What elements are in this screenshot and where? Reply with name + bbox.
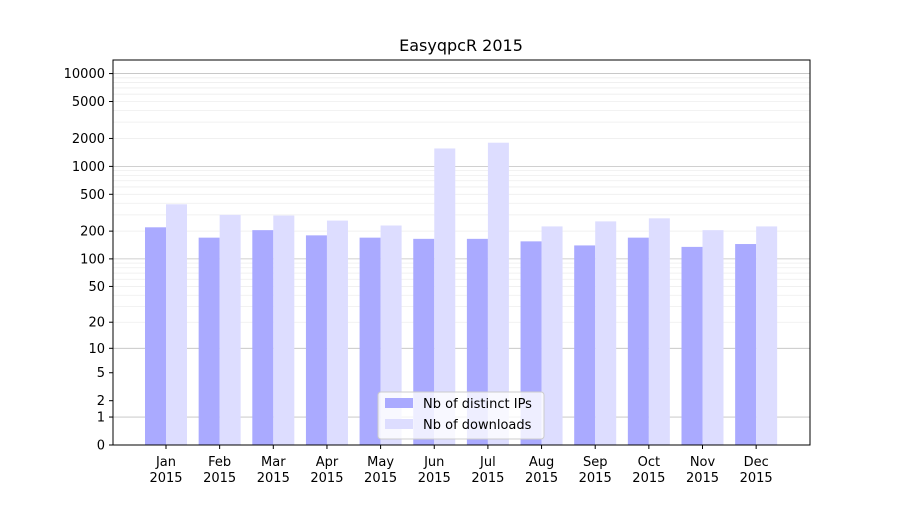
y-tick-label: 20 bbox=[88, 316, 105, 331]
bar-downloads bbox=[326, 220, 348, 445]
bar-distinct-ips bbox=[145, 227, 166, 445]
x-tick-label-month: Aug bbox=[529, 455, 554, 470]
bar-downloads bbox=[219, 214, 241, 445]
plot-frame bbox=[112, 59, 811, 446]
legend-label-downloads: Nb of downloads bbox=[423, 418, 532, 433]
x-tick-label-year: 2015 bbox=[686, 471, 719, 486]
x-tick-label-month: Jan bbox=[155, 455, 176, 470]
x-tick-label-year: 2015 bbox=[525, 471, 558, 486]
bar-downloads bbox=[273, 215, 295, 445]
x-tick-label-year: 2015 bbox=[310, 471, 343, 486]
bar-downloads bbox=[648, 218, 670, 445]
axis-layer: 012510205010020050010002000500010000Jan2… bbox=[64, 67, 773, 486]
x-tick-label-year: 2015 bbox=[149, 471, 182, 486]
legend-swatch-distinct-ips bbox=[385, 398, 413, 408]
legend: Nb of distinct IPs Nb of downloads bbox=[377, 391, 545, 440]
y-tick-label: 100 bbox=[80, 252, 105, 267]
x-tick-label-year: 2015 bbox=[418, 471, 451, 486]
x-tick-label-month: Nov bbox=[690, 455, 716, 470]
x-tick-label-year: 2015 bbox=[257, 471, 290, 486]
bar-downloads bbox=[166, 204, 187, 445]
y-tick-label: 2 bbox=[97, 394, 105, 409]
y-tick-label: 0 bbox=[97, 439, 105, 454]
y-tick-label: 2000 bbox=[72, 132, 105, 147]
legend-swatch-downloads bbox=[385, 419, 413, 429]
y-tick-label: 10000 bbox=[64, 67, 105, 82]
x-tick-label-month: Feb bbox=[208, 455, 231, 470]
y-tick-label: 5000 bbox=[72, 95, 105, 110]
x-tick-label-year: 2015 bbox=[632, 471, 665, 486]
x-tick-label-month: Dec bbox=[744, 455, 769, 470]
y-tick-label: 200 bbox=[80, 225, 105, 240]
x-tick-label-month: Jun bbox=[423, 455, 444, 470]
bar-downloads bbox=[702, 230, 724, 445]
x-tick-label-year: 2015 bbox=[579, 471, 612, 486]
x-tick-label-month: Sep bbox=[583, 455, 608, 470]
y-tick-label: 5 bbox=[97, 366, 105, 381]
x-tick-label-month: Oct bbox=[638, 455, 660, 470]
x-tick-label-year: 2015 bbox=[740, 471, 773, 486]
x-tick-label-month: Apr bbox=[316, 455, 339, 470]
bar-distinct-ips bbox=[198, 237, 220, 445]
bar-distinct-ips bbox=[574, 245, 596, 445]
bar-downloads bbox=[380, 225, 402, 445]
legend-frame bbox=[377, 391, 545, 440]
y-tick-label: 500 bbox=[80, 188, 105, 203]
x-tick-label-year: 2015 bbox=[203, 471, 236, 486]
y-tick-label: 50 bbox=[88, 280, 105, 295]
x-tick-label-month: Mar bbox=[261, 455, 286, 470]
bar-downloads bbox=[434, 148, 456, 446]
x-tick-label-year: 2015 bbox=[471, 471, 504, 486]
x-tick-label-month: May bbox=[367, 455, 394, 470]
y-tick-label: 1000 bbox=[72, 160, 105, 175]
x-tick-label-year: 2015 bbox=[364, 471, 397, 486]
bar-distinct-ips bbox=[627, 237, 649, 445]
bar-distinct-ips bbox=[305, 235, 327, 445]
bar-downloads bbox=[541, 226, 563, 445]
bar-downloads bbox=[595, 221, 617, 445]
bar-downloads bbox=[756, 226, 778, 445]
bar-distinct-ips bbox=[681, 246, 703, 445]
y-tick-label: 10 bbox=[88, 342, 105, 357]
bar-downloads bbox=[487, 142, 509, 445]
bar-distinct-ips bbox=[252, 230, 274, 445]
x-tick-label-month: Jul bbox=[479, 455, 496, 470]
chart-title: EasyqpcR 2015 bbox=[399, 36, 523, 55]
bar-distinct-ips bbox=[359, 237, 381, 445]
bar-distinct-ips bbox=[735, 244, 757, 445]
y-tick-label: 1 bbox=[97, 411, 105, 426]
legend-label-distinct-ips: Nb of distinct IPs bbox=[423, 397, 532, 412]
